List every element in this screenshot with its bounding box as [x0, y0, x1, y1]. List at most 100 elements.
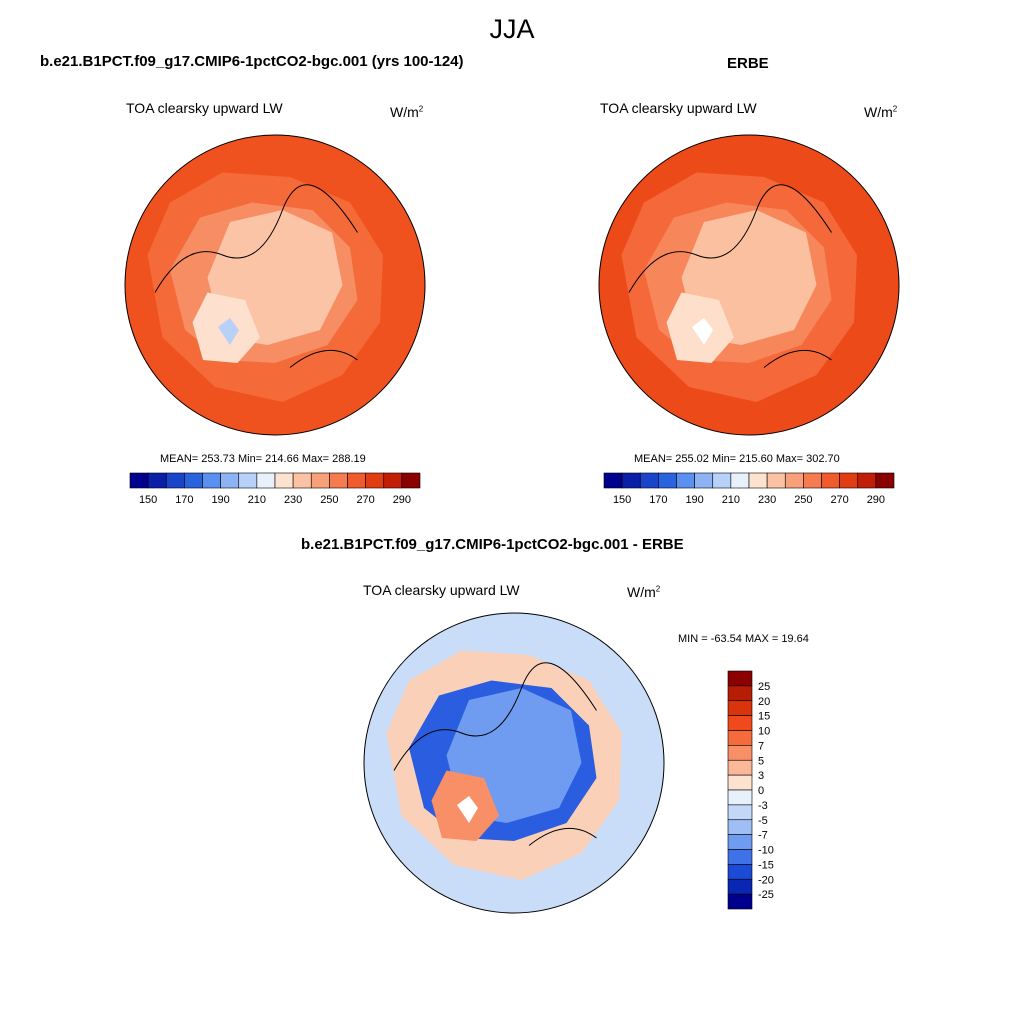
colorbar-swatch [147, 472, 167, 489]
colorbar-swatch [727, 715, 753, 731]
colorbar-swatch [727, 700, 753, 716]
colorbar-tick-label: 190 [211, 494, 229, 506]
colorbar-swatch [383, 472, 403, 489]
colorbar-tick-label: -7 [758, 830, 768, 842]
colorbar-tick-label: 170 [175, 494, 193, 506]
colorbar-swatch [165, 472, 185, 489]
colorbar-tick-label: -15 [758, 859, 774, 871]
colorbar-model: 150 170 190 210 230 250 270 290 [129, 472, 421, 506]
colorbar-swatch [238, 472, 258, 489]
colorbar-swatch [694, 472, 714, 489]
colorbar-swatch [821, 472, 840, 489]
colorbar-obs: 150 170 190 210 230 250 270 290 [603, 472, 895, 506]
panel-model-heading: b.e21.B1PCT.f09_g17.CMIP6-1pctCO2-bgc.00… [40, 53, 464, 70]
colorbar-tick-label: 270 [830, 494, 848, 506]
panel-model-units: W/m2 [390, 104, 423, 120]
colorbar-swatch [658, 472, 677, 489]
panel-diff-stats: MIN = -63.54 MAX = 19.64 [678, 633, 809, 645]
map-outline [598, 134, 900, 436]
colorbar-swatch [839, 472, 859, 489]
colorbar-tick-label: 210 [248, 494, 266, 506]
colorbar-swatch [727, 730, 753, 746]
colorbar-tick-label: -5 [758, 815, 768, 827]
colorbar-tick-label: 290 [867, 494, 885, 506]
map-model [124, 134, 426, 436]
colorbar-swatch [766, 472, 786, 489]
figure-title: JJA [489, 14, 535, 44]
colorbar-tick-label: 7 [758, 740, 764, 752]
map-obs [598, 134, 900, 436]
panel-model-variable: TOA clearsky upward LW [126, 100, 283, 116]
colorbar-swatch [803, 472, 822, 489]
colorbar-swatch [727, 893, 753, 910]
colorbar-swatch [129, 472, 149, 489]
map-coastline [393, 662, 597, 846]
panel-obs-heading: ERBE [727, 55, 769, 72]
colorbar-tick-label: 5 [758, 755, 764, 767]
units-base: W/m [627, 584, 656, 600]
colorbar-swatch [727, 745, 753, 761]
colorbar-swatch [727, 878, 753, 895]
colorbar-swatch [603, 472, 623, 489]
colorbar-tick-label: 25 [758, 681, 770, 693]
colorbar-swatch [329, 472, 348, 489]
colorbar-swatch [310, 472, 330, 489]
panel-obs-stats: MEAN= 255.02 Min= 215.60 Max= 302.70 [634, 453, 840, 465]
map-diff [363, 612, 665, 914]
map-outline [363, 612, 665, 914]
colorbar-tick-label: 10 [758, 726, 770, 738]
colorbar-tick-label: 0 [758, 785, 764, 797]
colorbar-tick-label: -20 [758, 874, 774, 886]
map-field-region [218, 318, 239, 345]
colorbar-swatch [220, 472, 240, 489]
colorbar-swatch [748, 472, 768, 489]
map-coastline [628, 184, 832, 368]
colorbar-swatch [676, 472, 695, 489]
colorbar-tick-label: 210 [722, 494, 740, 506]
panel-diff-units: W/m2 [627, 584, 660, 600]
colorbar-tick-label: 3 [758, 770, 764, 782]
panel-model-stats: MEAN= 253.73 Min= 214.66 Max= 288.19 [160, 453, 366, 465]
map-coastline [154, 184, 358, 368]
colorbar-swatch [727, 864, 753, 880]
units-base: W/m [390, 104, 419, 120]
map-field-region [457, 796, 478, 823]
colorbar-diff: 25 20 15 10 7 5 3 0 -3 -5 -7 -10 -15 -20 -25 [727, 670, 774, 910]
colorbar-swatch [401, 472, 421, 489]
colorbar-tick-label: 190 [685, 494, 703, 506]
colorbar-swatch [727, 759, 753, 776]
colorbar-tick-label: -25 [758, 889, 774, 901]
colorbar-swatch [365, 472, 385, 489]
colorbar-swatch [727, 774, 753, 791]
map-field-region [692, 318, 713, 345]
colorbar-tick-label: 230 [758, 494, 776, 506]
colorbar-swatch [727, 685, 753, 702]
colorbar-swatch [784, 472, 804, 489]
colorbar-swatch [184, 472, 203, 489]
colorbar-tick-label: 15 [758, 711, 770, 723]
colorbar-swatch [727, 819, 753, 835]
colorbar-tick-label: -10 [758, 845, 774, 857]
colorbar-swatch [639, 472, 659, 489]
panel-diff-heading: b.e21.B1PCT.f09_g17.CMIP6-1pctCO2-bgc.00… [301, 536, 684, 553]
colorbar-swatch [727, 834, 753, 850]
colorbar-swatch [347, 472, 366, 489]
colorbar-tick-label: 290 [393, 494, 411, 506]
colorbar-tick-label: 230 [284, 494, 302, 506]
panel-diff-variable: TOA clearsky upward LW [363, 582, 520, 598]
colorbar-swatch [274, 472, 294, 489]
colorbar-swatch [712, 472, 732, 489]
units-base: W/m [864, 104, 893, 120]
colorbar-tick-label: 170 [649, 494, 667, 506]
colorbar-swatch [727, 849, 753, 865]
units-exponent: 2 [418, 104, 424, 114]
colorbar-swatch [857, 472, 877, 489]
colorbar-swatch [256, 472, 276, 489]
panel-obs-variable: TOA clearsky upward LW [600, 100, 757, 116]
colorbar-swatch [292, 472, 312, 489]
colorbar-swatch [727, 670, 753, 687]
colorbar-tick-label: 20 [758, 696, 770, 708]
colorbar-swatch [875, 472, 895, 489]
colorbar-swatch [202, 472, 221, 489]
